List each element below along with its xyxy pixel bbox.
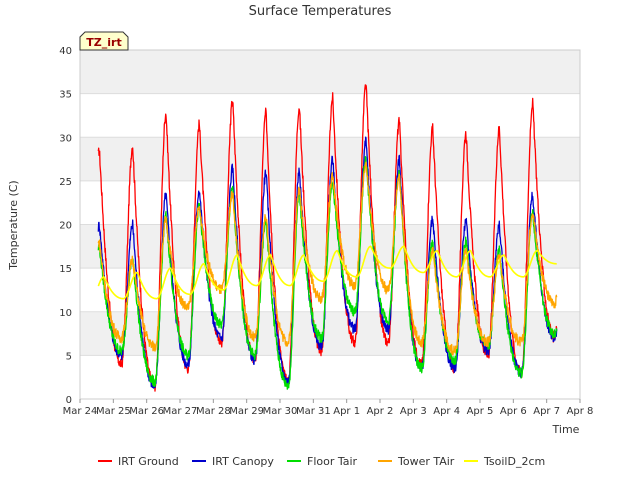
- legend: IRT Ground IRT Canopy Floor Tair Tower TAir…: [98, 455, 545, 468]
- x-tick-label: Apr 3: [400, 406, 427, 417]
- x-tick-label: Apr 1: [333, 406, 360, 417]
- y-tick-label: 25: [59, 177, 72, 188]
- x-axis-label: Time: [552, 423, 580, 436]
- x-tick-label: Mar 27: [163, 406, 198, 417]
- x-tick-label: Apr 4: [433, 406, 460, 417]
- x-tick-label: Apr 8: [567, 406, 594, 417]
- y-tick-label: 35: [59, 90, 72, 101]
- x-tick-label: Mar 31: [296, 406, 331, 417]
- series-line: [97, 161, 558, 356]
- x-tick-label: Apr 7: [533, 406, 560, 417]
- y-tick-label: 5: [66, 351, 72, 362]
- y-tick-label: 15: [59, 264, 72, 275]
- plot-band: [80, 311, 580, 356]
- x-tick-label: Mar 30: [263, 406, 298, 417]
- y-tick-label: 0: [66, 395, 72, 406]
- legend-label: Tower TAir: [397, 455, 455, 468]
- y-tick-labels: 0 5 10 15 20 25 30 35 40: [59, 46, 72, 406]
- plot-band: [80, 50, 580, 94]
- x-tick-label: Apr 2: [367, 406, 394, 417]
- annotation-box: TZ_irt: [79, 31, 129, 51]
- legend-label: Floor Tair: [307, 455, 358, 468]
- y-tick-label: 20: [59, 221, 72, 232]
- series-line: [97, 245, 558, 300]
- x-tick-label: Mar 26: [129, 406, 164, 417]
- x-tick-label: Apr 5: [467, 406, 494, 417]
- x-tick-label: Mar 28: [196, 406, 231, 417]
- x-tick-label: Mar 25: [96, 406, 131, 417]
- y-tick-label: 40: [59, 46, 72, 57]
- x-tick-label: Apr 6: [500, 406, 527, 417]
- annotation-shape: [79, 31, 129, 51]
- x-tick-label: Mar 24: [63, 406, 98, 417]
- x-tick-label: Mar 29: [229, 406, 264, 417]
- chart-title: Surface Temperatures: [249, 4, 392, 19]
- y-tick-label: 30: [59, 133, 72, 144]
- legend-label: TsoilD_2cm: [483, 455, 545, 468]
- series-lines: [97, 84, 558, 392]
- series-line: [97, 156, 558, 390]
- legend-label: IRT Ground: [118, 455, 179, 468]
- annotation-label: TZ_irt: [86, 36, 121, 49]
- y-tick-label: 10: [59, 308, 72, 319]
- y-axis-label: Temperature (C): [7, 180, 20, 270]
- plot-frame: [79, 49, 581, 400]
- legend-label: IRT Canopy: [212, 455, 274, 468]
